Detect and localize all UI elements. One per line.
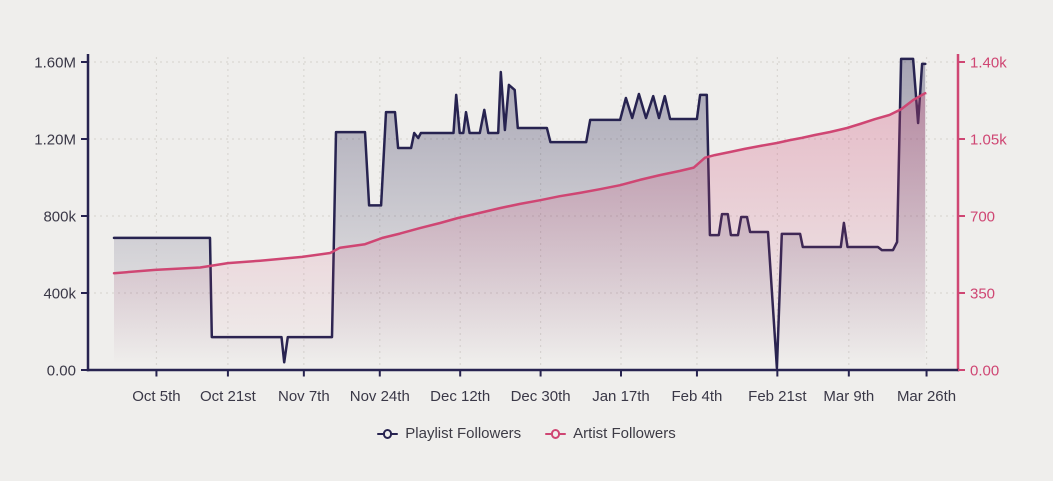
x-axis-tick-label: Nov 24th (350, 388, 410, 405)
y-axis-right-tick-label: 700 (970, 209, 995, 226)
y-axis-left-tick-label: 1.60M (34, 55, 76, 72)
y-axis-right-tick-label: 350 (970, 286, 995, 303)
legend-label-playlist-followers: Playlist Followers (405, 425, 522, 442)
x-axis-tick-label: Dec 30th (511, 388, 571, 405)
y-axis-left-tick-label: 400k (43, 286, 76, 303)
x-axis-tick-label: Nov 7th (278, 388, 330, 405)
y-axis-left-tick-label: 800k (43, 209, 76, 226)
chart-legend: Playlist Followers Artist Followers (0, 423, 1053, 445)
x-axis-tick-label: Jan 17th (592, 388, 650, 405)
x-axis-tick-label: Dec 12th (430, 388, 490, 405)
legend-item-artist-followers[interactable]: Artist Followers (545, 423, 676, 445)
x-axis-tick-label: Oct 5th (132, 388, 180, 405)
y-axis-right-tick-label: 1.05k (970, 132, 1007, 149)
artist-followers-area (114, 93, 926, 370)
legend-item-playlist-followers[interactable]: Playlist Followers (377, 423, 521, 445)
x-axis-tick-label: Oct 21st (200, 388, 257, 405)
artist-followers-line[interactable] (112, 91, 927, 275)
y-axis-left-tick-label: 1.20M (34, 132, 76, 149)
legend-label-artist-followers: Artist Followers (573, 425, 676, 442)
y-axis-right-tick-label: 1.40k (970, 55, 1007, 72)
x-axis-tick-label: Mar 26th (897, 388, 956, 405)
playlist-line-marker-icon (377, 428, 399, 440)
x-axis-tick-label: Feb 21st (748, 388, 807, 405)
x-axis-tick-label: Mar 9th (823, 388, 874, 405)
x-axis-tick-label: Feb 4th (672, 388, 723, 405)
y-axis-right-tick-label: 0.00 (970, 363, 999, 380)
artist-line-marker-icon (545, 428, 567, 440)
y-axis-left-tick-label: 0.00 (47, 363, 76, 380)
